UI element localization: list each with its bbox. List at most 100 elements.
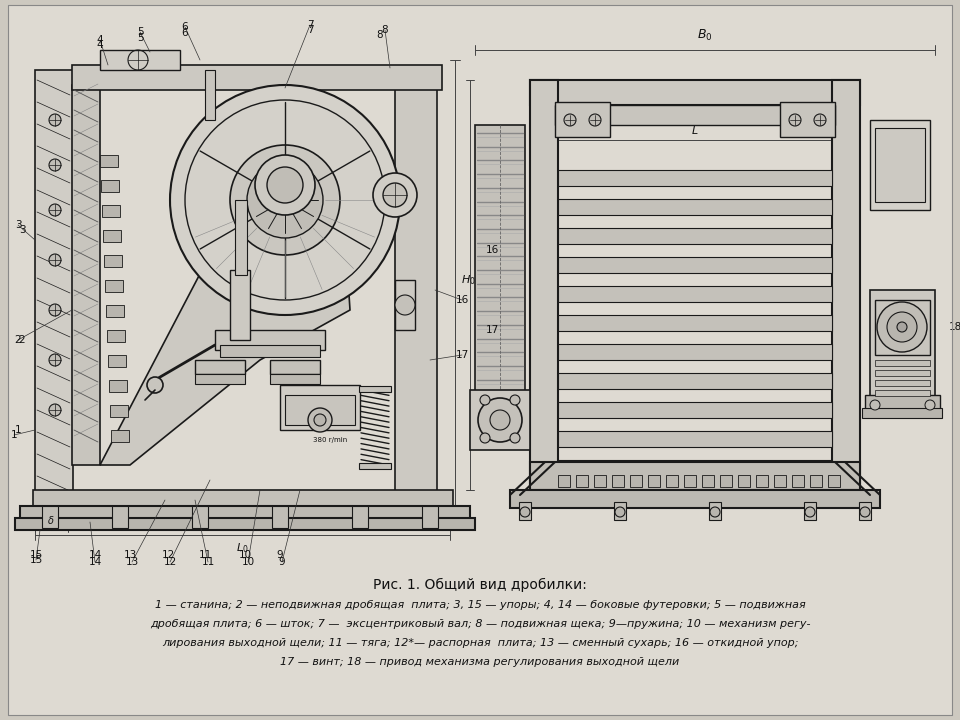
Circle shape [373, 173, 417, 217]
Bar [530, 462, 860, 490]
Bar [106, 305, 124, 317]
Bar [870, 120, 930, 210]
Bar [220, 345, 320, 357]
Bar [104, 255, 122, 267]
Bar [102, 205, 120, 217]
Text: $H_0$: $H_0$ [461, 273, 475, 287]
Bar [395, 280, 415, 330]
Text: 10: 10 [238, 550, 252, 560]
Text: 5: 5 [136, 33, 143, 43]
Bar [33, 490, 453, 508]
Text: 3: 3 [18, 225, 25, 235]
Bar [555, 102, 610, 137]
Bar [780, 102, 835, 137]
Text: 4: 4 [97, 35, 104, 45]
Text: 1: 1 [14, 425, 21, 435]
Bar [108, 355, 126, 367]
Bar [15, 518, 475, 530]
Text: 12: 12 [163, 557, 177, 567]
Bar [107, 330, 125, 342]
Bar [558, 402, 832, 418]
Circle shape [267, 167, 303, 203]
Bar [558, 286, 832, 302]
Bar [72, 85, 100, 465]
Text: 12: 12 [161, 550, 175, 560]
Bar [530, 80, 860, 105]
Text: $L_0$: $L_0$ [236, 541, 249, 555]
Bar [558, 344, 832, 360]
Circle shape [564, 114, 576, 126]
Text: 17: 17 [455, 350, 468, 360]
Bar [558, 199, 832, 215]
Bar [109, 380, 127, 392]
Bar [475, 125, 525, 415]
Bar [510, 490, 880, 508]
Bar [195, 374, 245, 384]
Text: 18: 18 [948, 322, 960, 332]
Circle shape [247, 162, 323, 238]
Text: 1 — станина; 2 — неподвижная дробящая  плита; 3, 15 — упоры; 4, 14 — боковые фут: 1 — станина; 2 — неподвижная дробящая пл… [155, 600, 805, 610]
Bar [558, 475, 570, 487]
Bar [875, 380, 930, 386]
Circle shape [615, 507, 625, 517]
Bar [558, 257, 832, 273]
Bar [738, 475, 750, 487]
Circle shape [395, 295, 415, 315]
Text: $L$: $L$ [691, 124, 699, 136]
Text: 1: 1 [11, 430, 17, 440]
Bar [72, 65, 442, 90]
Text: 11: 11 [202, 557, 215, 567]
Bar [870, 290, 935, 410]
Bar [555, 105, 835, 125]
Bar [875, 370, 930, 376]
Text: 6: 6 [181, 22, 188, 32]
Bar [832, 80, 860, 490]
Circle shape [860, 507, 870, 517]
Text: 15: 15 [30, 550, 42, 560]
Text: 16: 16 [455, 295, 468, 305]
Text: 15: 15 [30, 555, 42, 565]
Bar [352, 506, 368, 528]
Bar [230, 270, 250, 340]
Circle shape [814, 114, 826, 126]
Circle shape [925, 400, 935, 410]
Text: 16: 16 [486, 245, 498, 255]
Bar [558, 431, 832, 447]
Bar [270, 374, 320, 384]
Circle shape [49, 404, 61, 416]
Bar [270, 360, 320, 374]
Circle shape [314, 414, 326, 426]
Circle shape [870, 400, 880, 410]
Text: 7: 7 [306, 20, 313, 30]
Bar [666, 475, 678, 487]
Text: 8: 8 [376, 30, 383, 40]
Bar [280, 385, 360, 430]
Bar [215, 330, 325, 350]
Bar [112, 506, 128, 528]
Bar [100, 50, 180, 70]
Circle shape [308, 408, 332, 432]
Bar [359, 386, 391, 392]
Text: 9: 9 [276, 550, 283, 560]
Bar [859, 502, 871, 520]
Bar [630, 475, 642, 487]
Circle shape [383, 183, 407, 207]
Bar [792, 475, 804, 487]
Bar [192, 506, 208, 528]
Circle shape [49, 254, 61, 266]
Bar [35, 70, 73, 520]
Text: 2: 2 [14, 335, 21, 345]
Bar [875, 300, 930, 355]
Circle shape [49, 304, 61, 316]
Bar [594, 475, 606, 487]
Bar [101, 180, 119, 192]
Text: 11: 11 [199, 550, 211, 560]
Text: 13: 13 [126, 557, 138, 567]
Bar [422, 506, 438, 528]
Bar [235, 200, 247, 275]
Bar [576, 475, 588, 487]
Bar [205, 70, 215, 120]
Bar [875, 390, 930, 396]
Text: 7: 7 [306, 25, 313, 35]
Bar [558, 170, 832, 186]
